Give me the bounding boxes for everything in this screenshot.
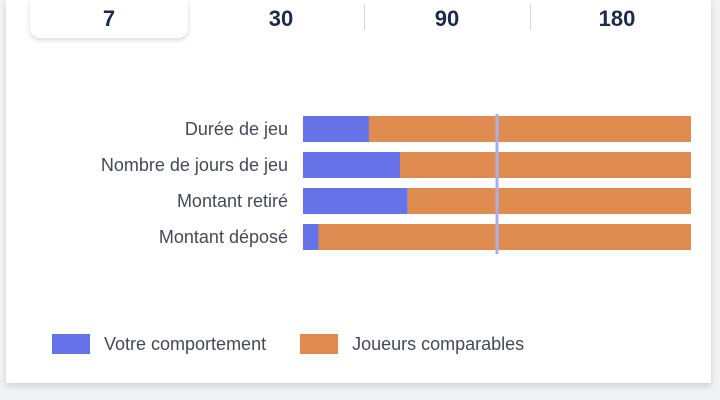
period-tab-label: 90	[434, 6, 460, 31]
tab-divider	[530, 4, 531, 30]
legend-swatch-peers	[300, 334, 339, 354]
period-tab-label: 7	[102, 6, 116, 31]
bar-segment-peers	[407, 188, 691, 214]
category-label: Montant retiré	[177, 191, 288, 211]
category-label: Durée de jeu	[185, 119, 288, 139]
bar-segment-you	[303, 116, 369, 142]
period-tab-90[interactable]: 90	[368, 0, 526, 38]
bar-segment-you	[303, 224, 319, 250]
period-tab-label: 180	[598, 6, 636, 31]
legend-swatch-you	[52, 334, 90, 354]
bar-segment-peers	[318, 224, 691, 250]
legend-item-peers: Joueurs comparables	[300, 334, 524, 355]
bar-segment-peers	[400, 152, 691, 178]
bar-segment-peers	[368, 116, 691, 142]
category-label: Nombre de jours de jeu	[101, 155, 288, 175]
legend-item-you: Votre comportement	[52, 334, 266, 355]
period-tab-7[interactable]: 7	[30, 0, 188, 38]
bar-segment-you	[303, 152, 400, 178]
period-tab-30[interactable]: 30	[202, 0, 360, 38]
category-label: Montant déposé	[159, 227, 288, 247]
tab-divider	[364, 4, 365, 30]
legend-label-peers: Joueurs comparables	[352, 333, 525, 354]
comparison-bar-chart: Durée de jeu Nombre de jours de jeu Montan…	[101, 114, 691, 254]
period-selector: 7 30 90 180	[30, 0, 696, 38]
chart-legend: Votre comportement Joueurs comparables	[52, 330, 558, 358]
bar-segment-you	[303, 188, 408, 214]
period-tab-180[interactable]: 180	[538, 0, 696, 38]
legend-label-you: Votre comportement	[104, 333, 267, 354]
period-tab-label: 30	[268, 6, 294, 31]
